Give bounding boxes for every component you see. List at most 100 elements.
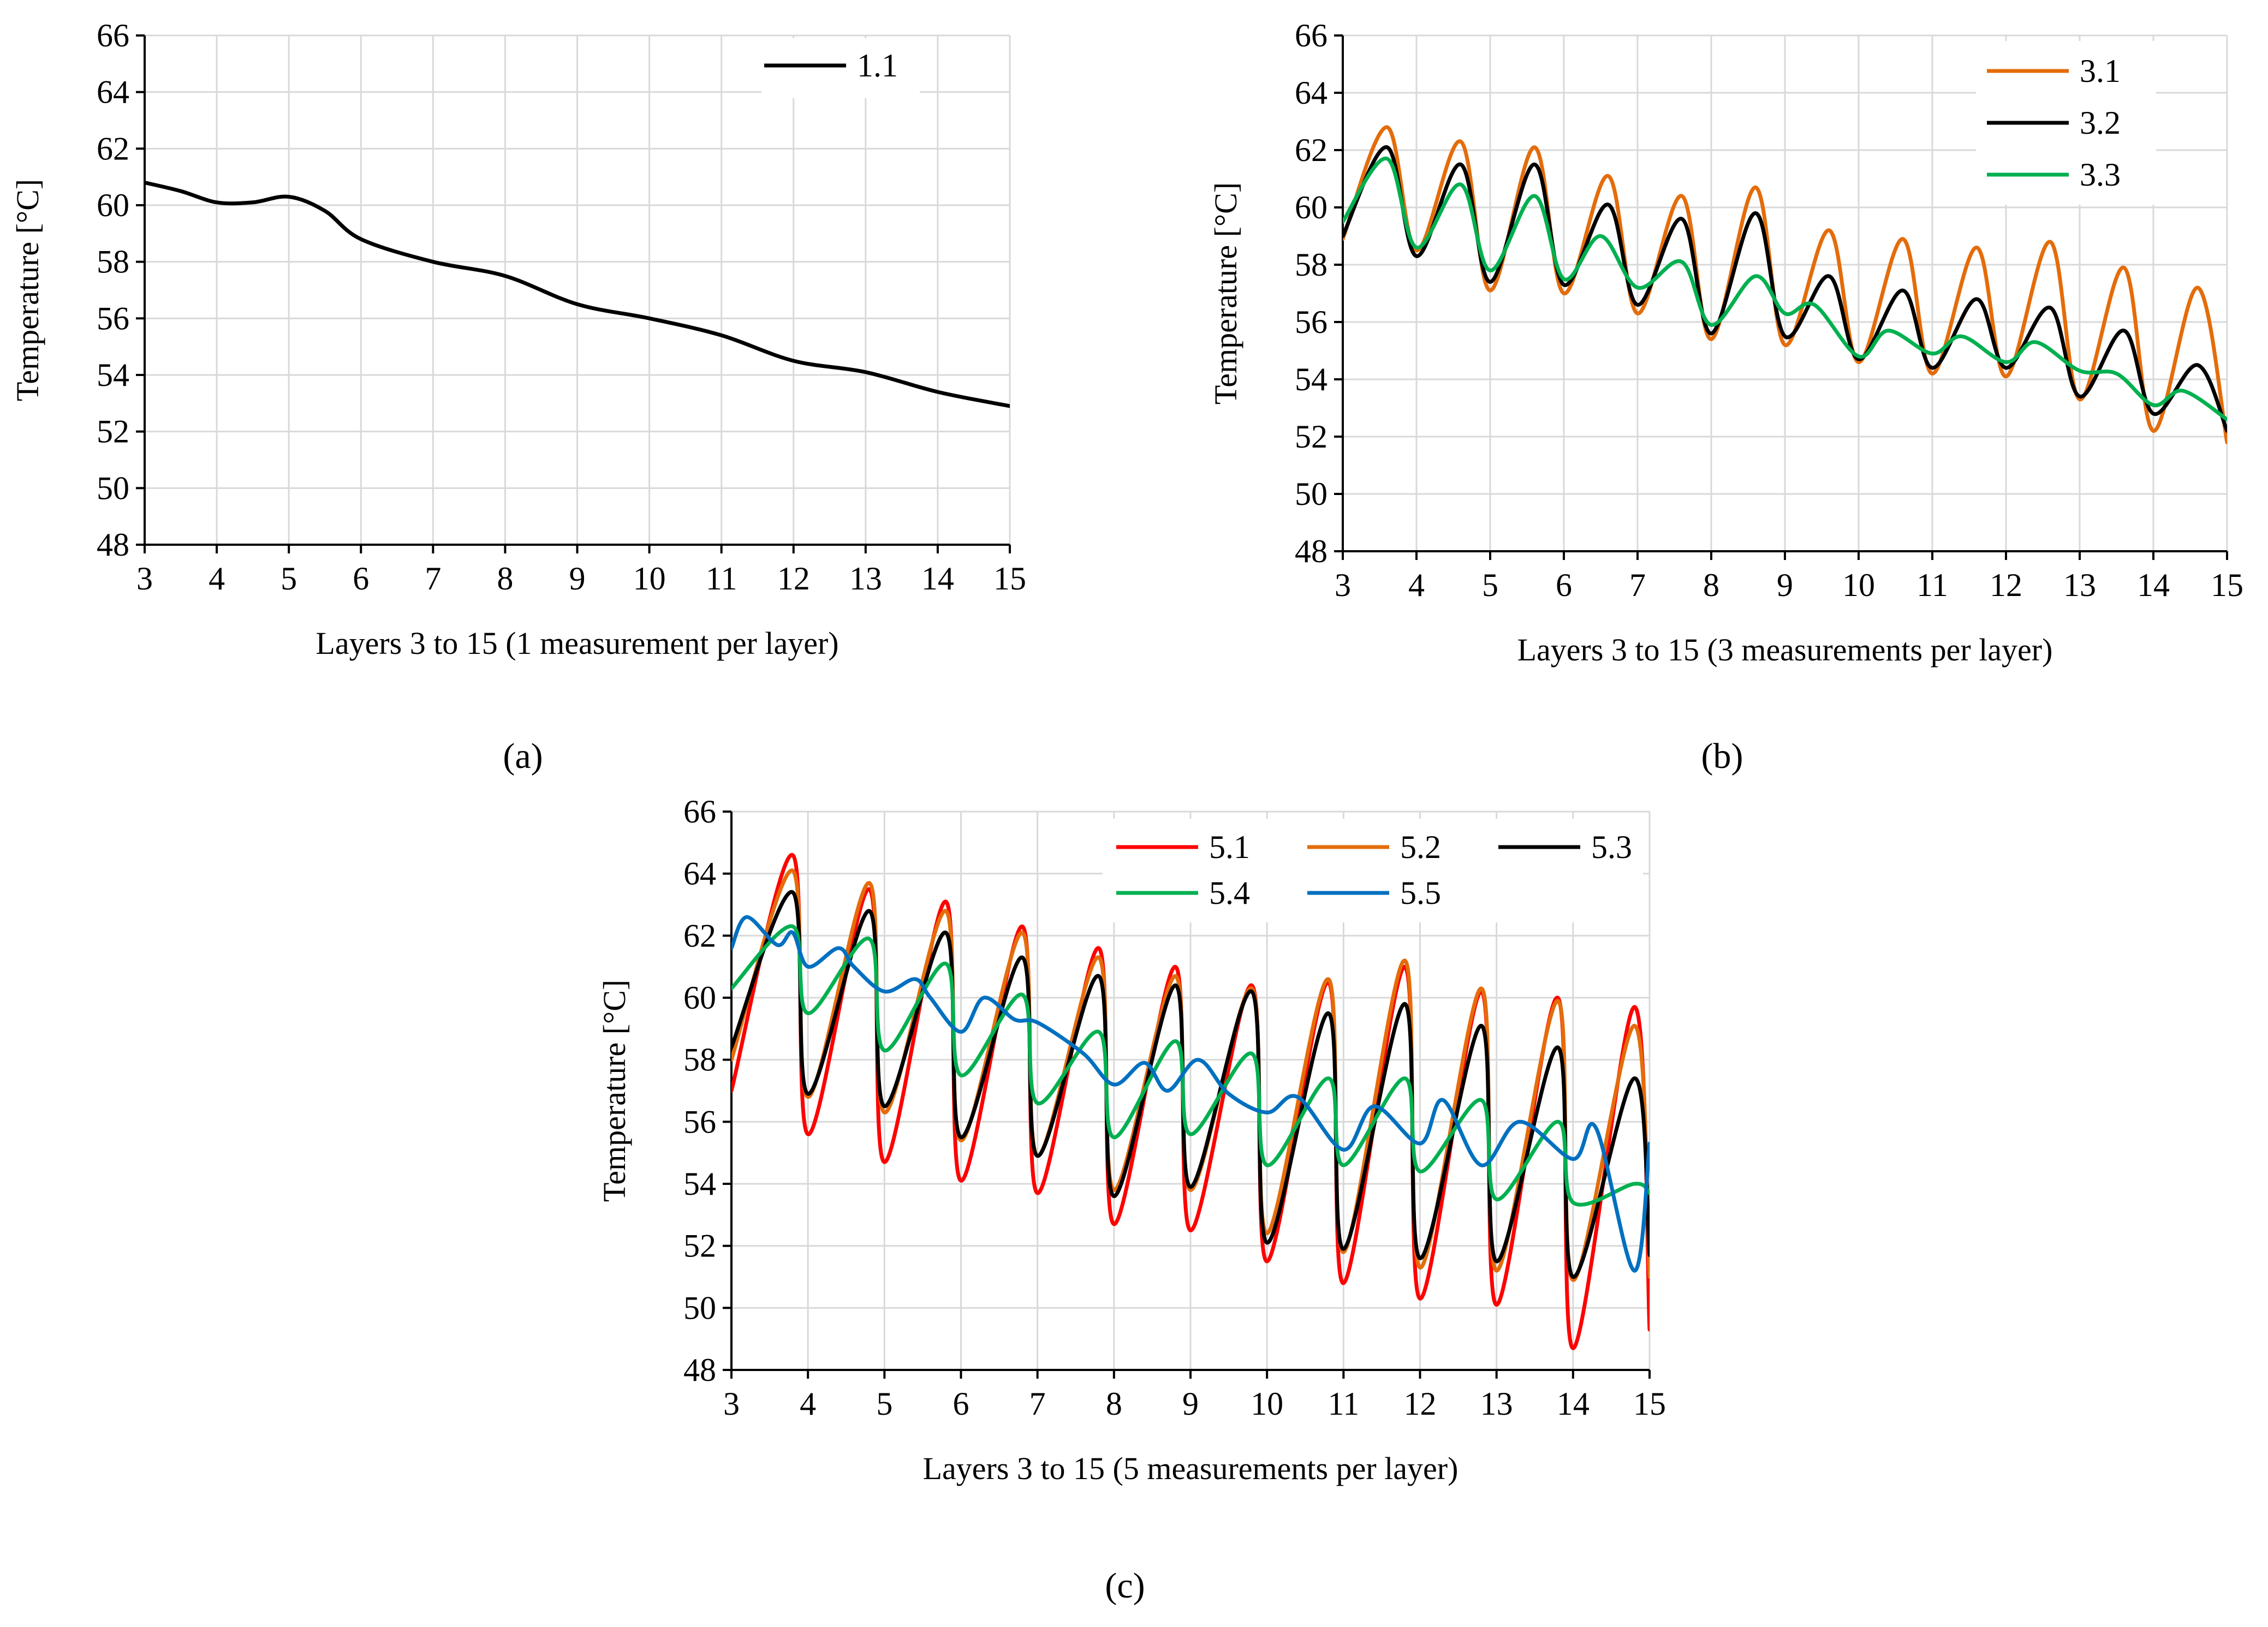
x-tick-label: 13	[1480, 1386, 1513, 1422]
x-tick-label: 14	[2137, 567, 2170, 603]
legend-label: 3.3	[2080, 157, 2121, 193]
x-tick-label: 9	[1777, 567, 1793, 603]
x-tick-label: 11	[706, 561, 737, 597]
legend-label: 1.1	[857, 47, 898, 84]
y-tick-label: 60	[683, 980, 716, 1016]
series-line-5-3	[731, 890, 1650, 1279]
x-tick-label: 12	[1404, 1386, 1437, 1422]
legend-label: 5.4	[1209, 875, 1250, 911]
gridlines	[144, 34, 1011, 546]
x-tick-label: 11	[1328, 1386, 1359, 1422]
y-tick-label: 60	[97, 187, 129, 223]
y-tick-label: 52	[97, 414, 129, 450]
y-tick-label: 50	[683, 1290, 716, 1326]
x-tick-label: 15	[993, 561, 1026, 597]
y-tick-label: 64	[1295, 75, 1328, 111]
gridlines	[1342, 34, 2228, 552]
series-line-5-5	[731, 915, 1650, 1273]
x-tick-label: 6	[953, 1386, 969, 1422]
x-tick-label: 9	[569, 561, 586, 597]
y-tick-label: 58	[1295, 247, 1328, 283]
y-axis-title: Temperature [°C]	[1208, 182, 1243, 404]
x-tick-label: 11	[1916, 567, 1948, 603]
y-tick-label: 48	[1295, 533, 1328, 569]
x-tick-label: 10	[1842, 567, 1875, 603]
x-tick-label: 10	[633, 561, 666, 597]
y-tick-label: 54	[683, 1166, 716, 1202]
y-tick-label: 66	[683, 794, 716, 830]
legend-label: 5.2	[1400, 829, 1441, 865]
legend-background	[761, 38, 920, 98]
series-lines	[145, 181, 1010, 408]
x-tick-label: 9	[1182, 1386, 1199, 1422]
legend-label: 3.2	[2080, 105, 2121, 141]
y-tick-label: 56	[683, 1104, 716, 1140]
x-tick-label: 3	[136, 561, 153, 597]
x-tick-label: 4	[1408, 567, 1425, 603]
x-tick-label: 5	[1482, 567, 1498, 603]
legend-label: 5.1	[1209, 829, 1250, 865]
x-axis-title: Layers 3 to 15 (3 measurements per layer…	[1517, 632, 2053, 668]
series-line-5-1	[731, 853, 1650, 1350]
x-tick-label: 8	[1106, 1386, 1122, 1422]
x-tick-label: 10	[1251, 1386, 1283, 1422]
x-tick-label: 7	[425, 561, 441, 597]
x-tick-label: 8	[1703, 567, 1719, 603]
x-axis-title: Layers 3 to 15 (5 measurements per layer…	[923, 1451, 1459, 1486]
y-tick-label: 62	[683, 917, 716, 953]
x-tick-label: 6	[353, 561, 369, 597]
x-tick-label: 5	[876, 1386, 892, 1422]
x-tick-label: 12	[1990, 567, 2022, 603]
series-line-3-3	[1343, 157, 2227, 421]
y-tick-label: 66	[97, 17, 129, 53]
y-tick-label: 62	[97, 130, 129, 166]
legend-label: 5.5	[1400, 875, 1441, 911]
y-tick-label: 52	[1295, 419, 1328, 455]
series-line-5-4	[731, 924, 1650, 1207]
y-tick-label: 48	[97, 527, 129, 563]
y-tick-label: 64	[97, 74, 129, 110]
x-axis-title: Layers 3 to 15 (1 measurement per layer)	[316, 625, 838, 661]
panel-label-c: (c)	[1105, 1566, 1145, 1606]
y-tick-label: 50	[97, 470, 129, 506]
x-tick-label: 8	[497, 561, 513, 597]
x-tick-label: 7	[1629, 567, 1646, 603]
x-tick-label: 14	[1557, 1386, 1590, 1422]
y-tick-label: 58	[683, 1042, 716, 1078]
x-tick-label: 13	[849, 561, 882, 597]
y-tick-label: 56	[1295, 304, 1328, 340]
legend: 1.1	[761, 38, 920, 98]
y-axis-title: Temperature [°C]	[597, 980, 632, 1202]
x-tick-label: 3	[723, 1386, 740, 1422]
y-tick-label: 50	[1295, 476, 1328, 512]
legend-label: 5.3	[1591, 829, 1632, 865]
series-line-1-1	[145, 181, 1010, 408]
y-tick-label: 48	[683, 1352, 716, 1388]
y-tick-label: 52	[683, 1228, 716, 1264]
x-tick-label: 15	[2211, 567, 2243, 603]
y-tick-label: 56	[97, 300, 129, 336]
x-tick-label: 12	[777, 561, 810, 597]
legend-label: 3.1	[2080, 53, 2121, 89]
panel-label-a: (a)	[503, 736, 543, 776]
legend: 5.1 5.2 5.3 5.4 5.5	[1103, 819, 1643, 922]
y-tick-label: 54	[97, 357, 129, 393]
x-tick-label: 7	[1029, 1386, 1046, 1422]
legend: 3.1 3.2 3.3	[1976, 41, 2156, 205]
x-tick-label: 6	[1556, 567, 1572, 603]
y-tick-label: 62	[1295, 132, 1328, 168]
x-tick-label: 15	[1633, 1386, 1666, 1422]
panel-label-b: (b)	[1701, 736, 1743, 776]
x-tick-label: 13	[2063, 567, 2096, 603]
y-tick-label: 66	[1295, 17, 1328, 53]
x-tick-label: 5	[281, 561, 297, 597]
x-tick-label: 3	[1335, 567, 1351, 603]
x-tick-label: 4	[209, 561, 225, 597]
x-tick-label: 14	[921, 561, 954, 597]
y-axis-title: Temperature [°C]	[10, 179, 45, 401]
legend-background	[1103, 819, 1643, 922]
